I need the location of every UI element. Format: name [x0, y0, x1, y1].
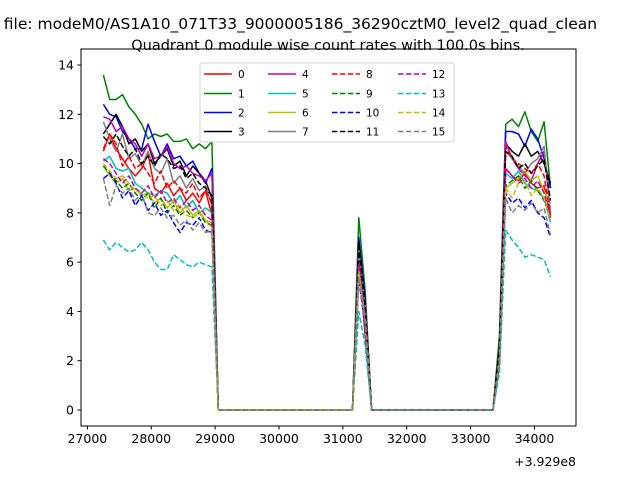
y-tick-label: 8 [66, 205, 74, 220]
legend-label-11: 11 [366, 127, 379, 139]
series-line-4 [103, 116, 552, 411]
y-tick-label: 4 [66, 304, 74, 319]
legend-label-6: 6 [302, 108, 309, 120]
legend-label-4: 4 [302, 69, 309, 81]
series-line-8 [102, 133, 552, 411]
legend-label-9: 9 [366, 89, 373, 101]
x-tick-label: 29000 [195, 431, 235, 446]
series-line-5 [102, 155, 552, 411]
legend-label-14: 14 [432, 108, 446, 120]
x-offset-text: +3.929e8 [514, 454, 576, 469]
x-tick-label: 32000 [387, 431, 427, 446]
y-tick-label: 14 [58, 58, 74, 73]
series-line-11 [102, 133, 552, 411]
legend-label-10: 10 [366, 108, 379, 120]
series-line-0 [102, 133, 552, 411]
legend-label-15: 15 [432, 127, 445, 139]
series-line-9 [102, 165, 552, 411]
axes-frame [80, 48, 577, 427]
y-axis: 0 2 4 6 8 10 12 14 [58, 58, 81, 417]
legend-label-3: 3 [238, 127, 245, 139]
x-axis: 27000 28000 29000 30000 31000 32000 33000 34000 [68, 426, 555, 446]
y-tick-label: 12 [58, 107, 74, 122]
series-line-15 [102, 178, 552, 411]
x-tick-label: 27000 [68, 431, 108, 446]
series-line-12 [102, 158, 552, 411]
legend-label-5: 5 [302, 89, 309, 101]
legend-box [199, 62, 455, 143]
x-tick-label: 33000 [451, 431, 491, 446]
y-tick-label: 0 [66, 402, 74, 417]
y-tick-label: 6 [66, 255, 74, 270]
chart-title: Quadrant 0 module wise count rates with … [131, 38, 525, 54]
series-line-6 [102, 165, 552, 411]
legend-label-8: 8 [366, 69, 373, 81]
series-lines [102, 74, 552, 411]
series-line-13 [102, 229, 552, 411]
x-tick-label: 28000 [131, 431, 171, 446]
legend-label-2: 2 [238, 108, 245, 120]
x-tick-label: 34000 [515, 431, 555, 446]
x-tick-label: 30000 [259, 431, 299, 446]
legend-label-13: 13 [432, 89, 445, 101]
legend-label-1: 1 [238, 89, 245, 101]
series-line-2 [102, 103, 552, 411]
y-tick-label: 2 [66, 353, 74, 368]
figure-suptitle: n file: modeM0/AS1A10_071T33_9000005186_… [0, 15, 597, 34]
series-line-3 [102, 113, 552, 411]
x-tick-label: 31000 [323, 431, 363, 446]
legend-label-7: 7 [302, 127, 309, 139]
y-tick-label: 10 [58, 156, 74, 171]
series-line-10 [102, 172, 552, 411]
legend-label-12: 12 [432, 69, 445, 81]
legend-label-0: 0 [238, 69, 245, 81]
